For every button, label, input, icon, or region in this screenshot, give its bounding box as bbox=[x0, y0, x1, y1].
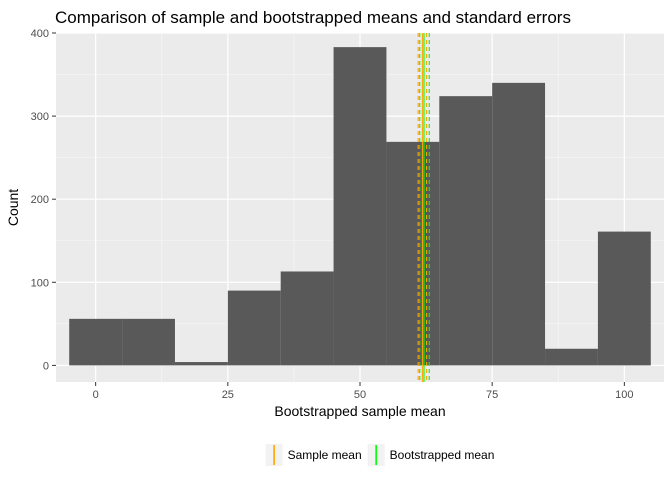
histogram-bar bbox=[122, 318, 175, 366]
x-axis-title: Bootstrapped sample mean bbox=[274, 403, 445, 419]
y-tick-label: 0 bbox=[43, 360, 49, 372]
x-tick-label: 50 bbox=[354, 389, 366, 401]
histogram-bar bbox=[69, 318, 123, 366]
histogram-bar bbox=[545, 348, 598, 366]
x-tick-label: 75 bbox=[486, 389, 498, 401]
histogram-bar bbox=[280, 271, 334, 366]
reference-lines bbox=[417, 33, 430, 382]
x-tick-label: 100 bbox=[615, 389, 633, 401]
histogram-bars bbox=[69, 47, 651, 366]
legend-label: Sample mean bbox=[288, 448, 362, 462]
histogram-bar bbox=[227, 290, 281, 366]
x-tick-label: 0 bbox=[93, 389, 99, 401]
legend-entry: Bootstrapped mean bbox=[367, 444, 495, 466]
histogram-bar bbox=[174, 362, 228, 366]
legend: Sample mean Bootstrapped mean bbox=[265, 444, 495, 466]
y-axis-title: Count bbox=[5, 189, 21, 226]
legend-entry: Sample mean bbox=[265, 444, 362, 466]
x-tick-label: 25 bbox=[222, 389, 234, 401]
histogram-bar bbox=[333, 47, 387, 366]
histogram-bar bbox=[386, 141, 440, 366]
histogram-bar bbox=[439, 96, 493, 366]
y-tick-label: 400 bbox=[31, 28, 49, 40]
y-tick-label: 100 bbox=[31, 277, 49, 289]
y-tick-label: 200 bbox=[31, 194, 49, 206]
histogram-bar bbox=[597, 231, 651, 366]
y-axis-ticks: 0 100 200 300 400 bbox=[31, 28, 56, 372]
y-tick-label: 300 bbox=[31, 111, 49, 123]
x-axis-ticks: 0 25 50 75 100 bbox=[93, 382, 634, 401]
chart-title: Comparison of sample and bootstrapped me… bbox=[55, 8, 571, 27]
legend-label: Bootstrapped mean bbox=[390, 448, 495, 462]
histogram-bar bbox=[492, 82, 546, 366]
